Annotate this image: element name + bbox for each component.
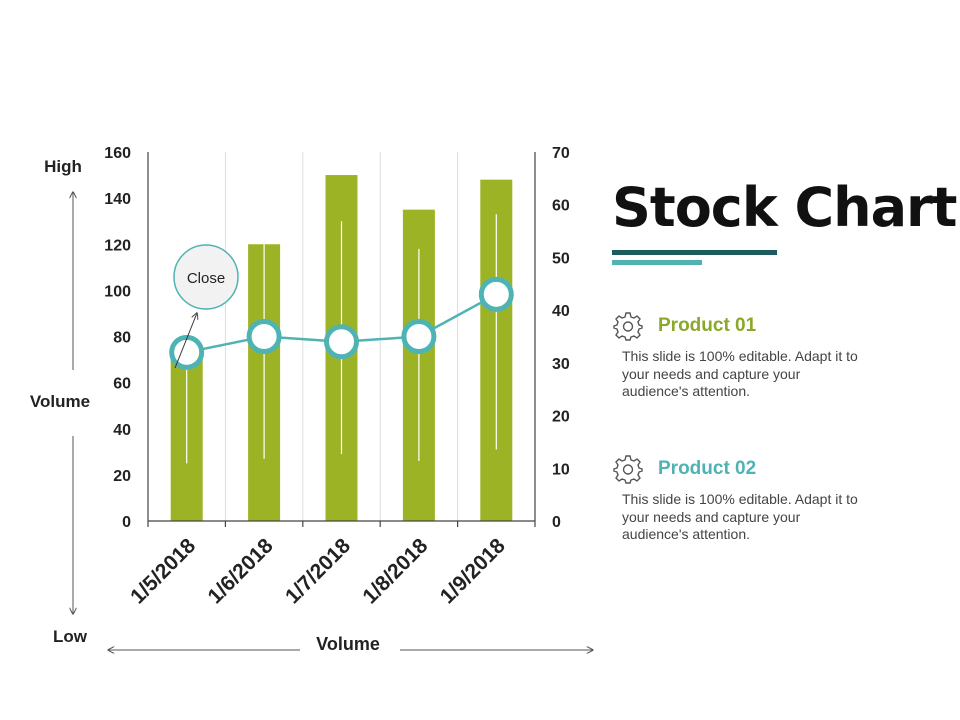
- product-01-description: This slide is 100% editable. Adapt it to…: [622, 348, 858, 399]
- product-01-block: Product 01 This slide is 100% editable. …: [612, 310, 872, 401]
- slide-title: Stock Chart: [612, 176, 957, 239]
- callout-label: Close: [187, 270, 225, 287]
- x-tick-label: 1/6/2018: [204, 534, 278, 608]
- callout-arrow: [174, 313, 197, 369]
- product-02-title: Product 02: [658, 458, 757, 479]
- x-tick-label: 1/7/2018: [281, 534, 355, 608]
- left-tick-label: 120: [104, 237, 131, 254]
- callout-bubble: [173, 244, 239, 310]
- left-tick-label: 140: [104, 191, 131, 208]
- stock-chart: 0 20 40 60 80 100 120 140 160 0 10 20 30 40 50 60 70 1/5/…: [30, 145, 600, 654]
- x-tick-label: 1/5/2018: [126, 534, 200, 608]
- left-tick-label: 0: [122, 514, 131, 531]
- close-point-1/6/2018: [246, 319, 282, 354]
- high-label: High: [44, 157, 82, 176]
- left-tick-label: 20: [113, 468, 131, 485]
- right-tick-label: 50: [552, 250, 570, 267]
- title-underline-dark: [612, 250, 777, 255]
- product-01-title: Product 01: [658, 315, 757, 336]
- close-point-1/7/2018: [324, 324, 359, 360]
- left-tick-label: 80: [113, 330, 131, 347]
- left-tick-label: 40: [113, 422, 131, 439]
- left-tick-label: 60: [113, 376, 131, 393]
- x-tick-label: 1/9/2018: [436, 534, 510, 608]
- product-02-block: Product 02 This slide is 100% editable. …: [612, 453, 872, 544]
- right-tick-label: 60: [552, 198, 570, 215]
- right-tick-label: 10: [552, 461, 570, 478]
- right-tick-label: 70: [552, 145, 570, 162]
- x-axis-title: Volume: [316, 634, 380, 654]
- product-02-description: This slide is 100% editable. Adapt it to…: [622, 491, 858, 542]
- right-tick-label: 0: [552, 514, 561, 531]
- gear-icon: [613, 455, 643, 484]
- right-tick-label: 20: [552, 409, 570, 426]
- close-point-1/8/2018: [401, 319, 437, 354]
- y-axis-title: Volume: [30, 392, 90, 411]
- gear-icon: [613, 312, 643, 341]
- title-underline-light: [612, 260, 702, 265]
- close-point-1/5/2018: [169, 334, 205, 370]
- close-point-1/9/2018: [478, 276, 514, 312]
- low-label: Low: [53, 627, 88, 646]
- right-tick-label: 30: [552, 356, 570, 373]
- left-tick-label: 160: [104, 145, 131, 162]
- right-tick-label: 40: [552, 303, 570, 320]
- left-tick-label: 100: [104, 283, 131, 300]
- x-tick-label: 1/8/2018: [358, 534, 432, 608]
